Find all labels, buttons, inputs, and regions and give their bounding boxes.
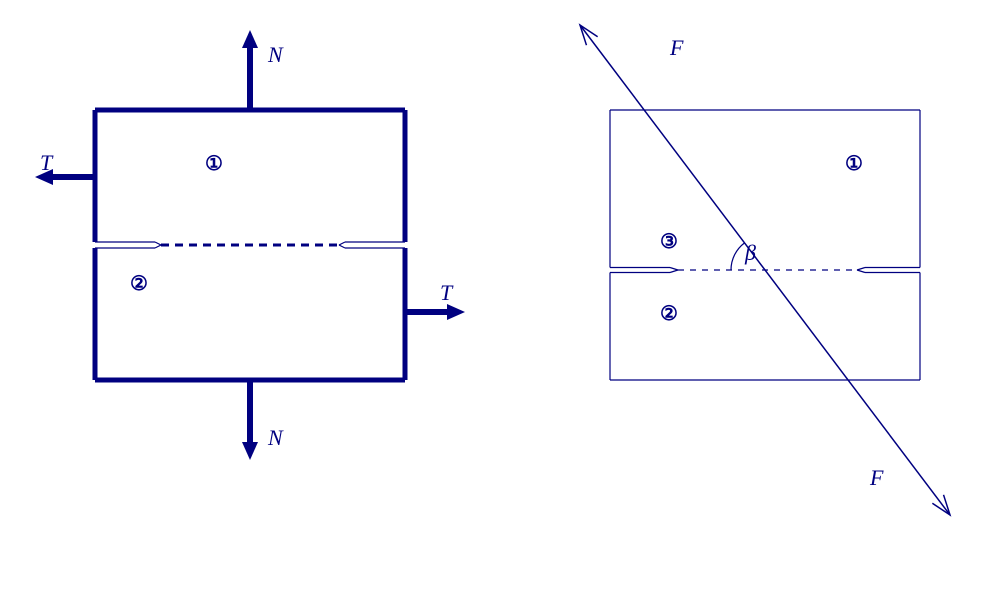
label-N-bottom: N: [267, 425, 284, 450]
label-N-top: N: [267, 42, 284, 67]
label-T-right: T: [440, 280, 454, 305]
label-F-bottom: F: [869, 465, 884, 490]
left-figure: N N T T ① ②: [35, 30, 465, 460]
diagram-canvas: N N T T ① ② F Fβ ① ② ③: [0, 0, 1000, 602]
right-figure: F Fβ ① ② ③: [580, 25, 950, 515]
circled-1-left: ①: [205, 153, 223, 175]
circled-2-left: ②: [130, 273, 148, 295]
label-F-top: F: [669, 35, 684, 60]
label-beta: β: [744, 240, 756, 265]
circled-3-right: ③: [660, 231, 678, 253]
circled-1-right: ①: [845, 153, 863, 175]
label-T-left: T: [40, 150, 54, 175]
circled-2-right: ②: [660, 303, 678, 325]
